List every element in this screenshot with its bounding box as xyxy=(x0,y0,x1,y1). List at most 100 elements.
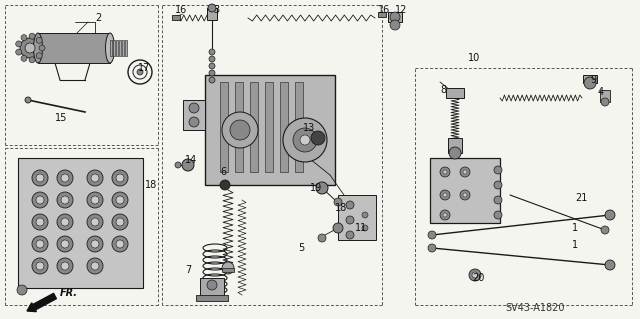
Circle shape xyxy=(175,162,181,168)
Circle shape xyxy=(17,285,27,295)
Circle shape xyxy=(494,181,502,189)
Circle shape xyxy=(36,262,44,270)
Circle shape xyxy=(57,192,73,208)
Text: 18: 18 xyxy=(335,203,348,213)
Circle shape xyxy=(61,240,69,248)
Bar xyxy=(583,75,597,83)
Circle shape xyxy=(300,135,310,145)
Bar xyxy=(600,90,610,102)
Circle shape xyxy=(440,210,450,220)
Circle shape xyxy=(311,131,325,145)
Circle shape xyxy=(36,196,44,204)
Bar xyxy=(220,82,228,172)
Text: 17: 17 xyxy=(138,63,150,73)
Bar xyxy=(38,33,110,63)
Circle shape xyxy=(428,231,436,239)
Circle shape xyxy=(116,240,124,248)
Text: 15: 15 xyxy=(55,113,67,123)
Circle shape xyxy=(463,170,467,174)
Bar xyxy=(378,12,386,17)
Circle shape xyxy=(32,192,48,208)
Bar xyxy=(280,82,288,172)
Circle shape xyxy=(293,128,317,152)
Circle shape xyxy=(112,170,128,186)
Circle shape xyxy=(333,223,343,233)
Circle shape xyxy=(189,103,199,113)
Circle shape xyxy=(36,174,44,182)
Circle shape xyxy=(112,214,128,230)
Text: 21: 21 xyxy=(575,193,588,203)
Circle shape xyxy=(16,49,22,55)
Circle shape xyxy=(601,98,609,106)
Circle shape xyxy=(460,190,470,200)
Circle shape xyxy=(116,196,124,204)
Circle shape xyxy=(116,174,124,182)
Circle shape xyxy=(209,70,215,76)
Circle shape xyxy=(230,120,250,140)
Circle shape xyxy=(189,117,199,127)
Circle shape xyxy=(32,170,48,186)
Circle shape xyxy=(182,159,194,171)
Circle shape xyxy=(57,170,73,186)
Circle shape xyxy=(209,56,215,62)
Circle shape xyxy=(61,218,69,226)
Circle shape xyxy=(36,37,42,43)
Text: 8: 8 xyxy=(440,85,446,95)
Bar xyxy=(18,158,143,288)
Text: 14: 14 xyxy=(185,155,197,165)
Circle shape xyxy=(32,214,48,230)
Circle shape xyxy=(91,240,99,248)
Circle shape xyxy=(87,214,103,230)
Circle shape xyxy=(25,97,31,103)
Circle shape xyxy=(601,226,609,234)
Circle shape xyxy=(208,4,216,12)
Text: 1: 1 xyxy=(572,240,578,250)
Circle shape xyxy=(57,214,73,230)
Text: 11: 11 xyxy=(355,223,367,233)
Circle shape xyxy=(116,218,124,226)
Circle shape xyxy=(57,258,73,274)
Circle shape xyxy=(316,182,328,194)
Bar xyxy=(125,40,127,56)
Circle shape xyxy=(39,45,45,51)
Bar xyxy=(250,82,258,172)
Circle shape xyxy=(472,272,478,278)
Circle shape xyxy=(494,166,502,174)
Circle shape xyxy=(449,147,461,159)
Circle shape xyxy=(91,262,99,270)
Bar xyxy=(116,40,118,56)
Circle shape xyxy=(32,236,48,252)
Bar xyxy=(446,88,464,98)
Circle shape xyxy=(605,210,615,220)
Circle shape xyxy=(32,258,48,274)
Text: 6: 6 xyxy=(220,167,226,177)
Bar xyxy=(119,40,121,56)
Bar xyxy=(172,15,180,20)
Bar xyxy=(430,158,500,223)
Circle shape xyxy=(87,258,103,274)
Circle shape xyxy=(209,49,215,55)
Circle shape xyxy=(443,170,447,174)
Circle shape xyxy=(112,236,128,252)
Circle shape xyxy=(137,69,143,75)
Text: 9: 9 xyxy=(590,75,596,85)
Circle shape xyxy=(209,63,215,69)
Circle shape xyxy=(57,236,73,252)
Text: 16: 16 xyxy=(378,5,390,15)
Text: 7: 7 xyxy=(185,265,191,275)
Text: 16: 16 xyxy=(175,5,188,15)
Text: 2: 2 xyxy=(95,13,101,23)
Circle shape xyxy=(334,198,342,206)
Circle shape xyxy=(36,240,44,248)
Circle shape xyxy=(87,170,103,186)
Circle shape xyxy=(469,269,481,281)
Circle shape xyxy=(91,218,99,226)
Bar xyxy=(448,138,462,153)
Bar xyxy=(196,295,228,301)
Circle shape xyxy=(440,167,450,177)
Bar xyxy=(183,100,205,130)
Circle shape xyxy=(36,53,42,59)
Circle shape xyxy=(36,218,44,226)
Circle shape xyxy=(91,174,99,182)
Bar xyxy=(110,40,112,56)
